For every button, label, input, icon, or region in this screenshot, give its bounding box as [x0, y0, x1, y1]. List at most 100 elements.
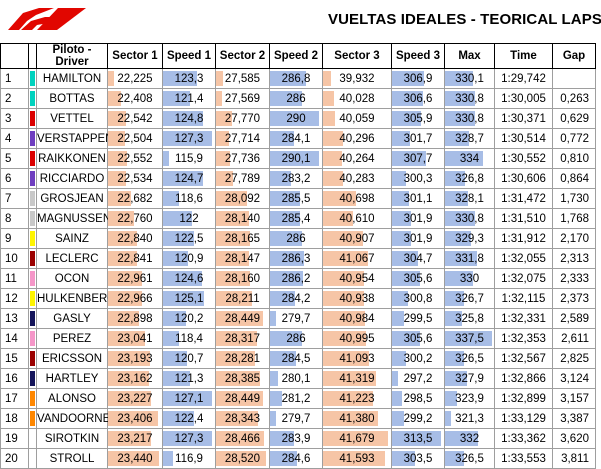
- cell-value: 330,8: [455, 112, 484, 125]
- sector2-cell: 28,343: [215, 408, 270, 429]
- cell-value: 121,3: [174, 372, 204, 385]
- data-bar: [445, 231, 471, 246]
- data-bar: [216, 231, 250, 246]
- sector1-cell: 23,217: [107, 428, 163, 449]
- cell-value: 284,6: [281, 452, 311, 465]
- data-bar: [163, 291, 205, 306]
- cell-value: 290: [286, 112, 306, 125]
- col-position: [0, 43, 29, 69]
- data-bar: [445, 291, 465, 306]
- sector3-cell: 40,698: [322, 188, 392, 209]
- cell-value: 28,449: [224, 312, 261, 325]
- sector2-cell: 28,281: [215, 348, 270, 369]
- gap-cell: [552, 68, 596, 89]
- cell-value: 27,789: [224, 172, 261, 185]
- table-row: 13 GASLY 22,898 120,2 28,449 279,7 40,984 299,5…: [0, 308, 596, 329]
- position-cell: 3: [0, 108, 29, 129]
- max-speed-cell: 331,8: [444, 248, 495, 269]
- speed2-cell: 290: [269, 108, 323, 129]
- cell-value: 327,9: [455, 372, 484, 385]
- position-cell: 5: [0, 148, 29, 169]
- cell-value: 330,1: [455, 72, 484, 85]
- data-bar: [323, 371, 376, 386]
- gap-cell: 0,629: [552, 108, 596, 129]
- data-bar: [163, 271, 203, 286]
- cell-value: 120,2: [174, 312, 204, 325]
- data-bar: [163, 371, 190, 386]
- cell-value: 121,4: [174, 92, 204, 105]
- table-row: 14 PEREZ 23,041 118,4 28,317 286 40,995 305,6 33…: [0, 328, 596, 349]
- cell-value: 28,140: [224, 212, 261, 225]
- cell-value: 23,193: [117, 352, 153, 365]
- sector2-cell: 28,520: [215, 448, 270, 469]
- cell-value: 23,041: [117, 332, 153, 345]
- data-bar: [270, 71, 306, 86]
- cell-value: 115,9: [175, 152, 203, 165]
- table-row: 8 MAGNUSSEN 22,760 122 28,140 285,4 40,610 301,…: [0, 208, 596, 229]
- lap-time-cell: 1:32,075: [494, 268, 553, 289]
- cell-value: 326,7: [455, 292, 484, 305]
- sector3-cell: 40,264: [322, 148, 392, 169]
- data-bar: [445, 71, 473, 86]
- speed1-cell: 124,7: [162, 168, 216, 189]
- gap-cell: 3,157: [552, 388, 596, 409]
- cell-value: 300,8: [403, 292, 433, 305]
- max-speed-cell: 328,1: [444, 188, 495, 209]
- cell-value: 41,319: [339, 372, 375, 385]
- gap-cell: 2,313: [552, 248, 596, 269]
- cell-value: 301,9: [403, 212, 433, 225]
- cell-value: 40,028: [339, 92, 375, 105]
- data-bar: [445, 191, 468, 206]
- data-bar: [445, 251, 478, 266]
- data-bar: [392, 391, 402, 406]
- lap-time-cell: 1:29,742: [494, 68, 553, 89]
- cell-value: 22,534: [117, 172, 153, 185]
- col-time: Time: [494, 43, 553, 69]
- max-speed-cell: 326,5: [444, 348, 495, 369]
- data-bar: [270, 171, 291, 186]
- sector1-cell: 22,961: [107, 268, 163, 289]
- cell-value: 321,3: [455, 412, 484, 425]
- team-color-cell: [28, 388, 37, 409]
- team-color-swatch: [30, 171, 35, 186]
- data-bar: [270, 391, 283, 406]
- data-bar: [163, 231, 195, 246]
- max-speed-cell: 325,8: [444, 308, 495, 329]
- data-bar: [323, 151, 342, 166]
- cell-value: 40,610: [339, 212, 375, 225]
- cell-value: 280,1: [281, 372, 311, 385]
- sector3-cell: 41,380: [322, 408, 392, 429]
- team-color-cell: [28, 428, 37, 449]
- speed1-cell: 122,4: [162, 408, 216, 429]
- lap-time-cell: 1:30,514: [494, 128, 553, 149]
- speed3-cell: 299,5: [391, 308, 445, 329]
- cell-value: 22,682: [117, 192, 153, 205]
- data-bar: [216, 331, 257, 346]
- data-bar: [392, 211, 411, 226]
- team-color-swatch: [30, 71, 35, 86]
- sector1-cell: 22,225: [107, 68, 163, 89]
- team-color-cell: [28, 368, 37, 389]
- data-bar: [216, 271, 250, 286]
- data-bar: [108, 251, 138, 266]
- sector3-cell: 41,679: [322, 428, 392, 449]
- gap-cell: 2,589: [552, 308, 596, 329]
- driver-cell: ALONSO: [36, 388, 108, 409]
- position-cell: 13: [0, 308, 29, 329]
- data-bar: [392, 71, 424, 86]
- sector2-cell: 27,789: [215, 168, 270, 189]
- team-color-cell: [28, 108, 37, 129]
- cell-value: 332: [459, 432, 480, 445]
- gap-cell: 0,864: [552, 168, 596, 189]
- gap-cell: 3,811: [552, 448, 596, 469]
- data-bar: [392, 231, 411, 246]
- data-bar: [108, 391, 152, 406]
- position-cell: 1: [0, 68, 29, 89]
- data-bar: [108, 371, 150, 386]
- cell-value: 40,698: [339, 192, 375, 205]
- speed2-cell: 281,2: [269, 388, 323, 409]
- sector3-cell: 40,283: [322, 168, 392, 189]
- speed3-cell: 300,3: [391, 168, 445, 189]
- cell-value: 28,466: [224, 432, 261, 445]
- gap-cell: 3,124: [552, 368, 596, 389]
